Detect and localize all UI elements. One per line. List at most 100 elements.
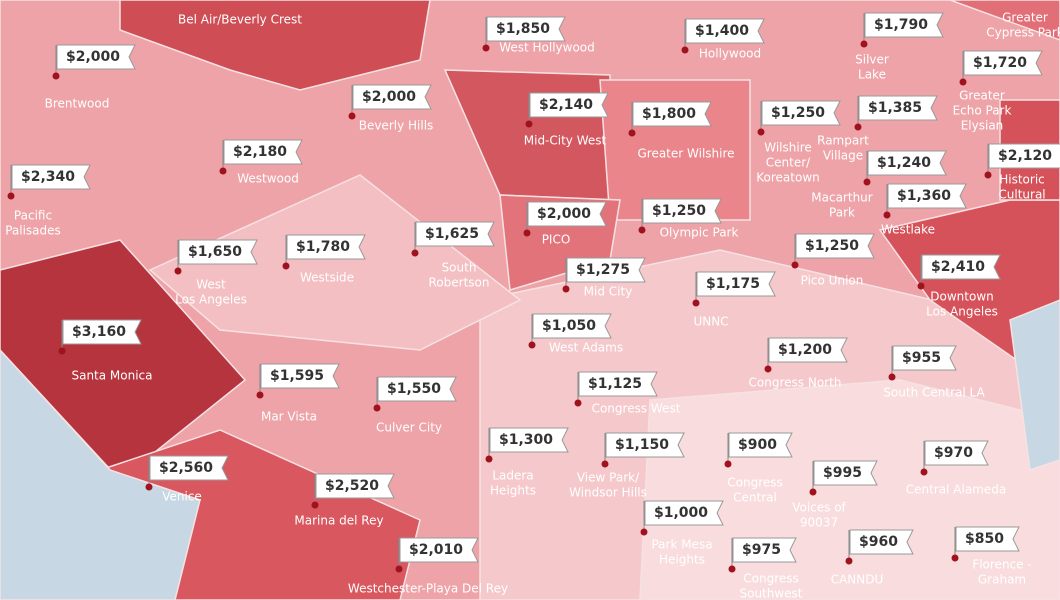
- region-name: Macarthur: [811, 191, 873, 205]
- flag: [955, 526, 1020, 552]
- pin: [282, 262, 290, 270]
- price-label: $1,050: [542, 318, 596, 334]
- region-name: Echo Park: [953, 104, 1012, 118]
- flag: [605, 432, 685, 458]
- price-label: $2,340: [21, 169, 75, 185]
- region-name: Pacific: [14, 209, 52, 223]
- flag: [963, 50, 1043, 76]
- flag: [696, 271, 776, 297]
- flag: [260, 363, 340, 389]
- pin: [640, 528, 648, 536]
- flag: [486, 16, 566, 42]
- region-name: Central Alameda: [906, 483, 1006, 497]
- flag: [178, 239, 258, 265]
- flag: [352, 84, 432, 110]
- flag: [286, 234, 366, 260]
- price-label: $2,180: [233, 144, 287, 160]
- pin: [482, 44, 490, 52]
- flag: [924, 440, 989, 466]
- pin: [883, 211, 891, 219]
- region-name: Marina del Rey: [294, 514, 383, 528]
- region-name: Westside: [300, 271, 354, 285]
- price-label: $1,240: [877, 155, 931, 171]
- flag: [11, 164, 91, 190]
- region-name: Venice: [162, 490, 202, 504]
- price-label: $1,175: [706, 276, 760, 292]
- pin: [485, 455, 493, 463]
- pin: [757, 128, 765, 136]
- price-label: $960: [859, 534, 898, 550]
- pin: [523, 229, 531, 237]
- region-name: Los Angeles: [926, 305, 998, 319]
- pin: [845, 557, 853, 565]
- region-name: Heights: [659, 553, 705, 567]
- price-label: $1,000: [654, 505, 708, 521]
- price-label: $1,650: [188, 244, 242, 260]
- price-label: $1,595: [270, 368, 324, 384]
- region-name: Congress West: [592, 402, 681, 416]
- flag: [849, 529, 914, 555]
- region-name: Graham: [978, 573, 1026, 587]
- region-name: Southwest: [739, 587, 802, 600]
- pin: [638, 226, 646, 234]
- region-name: Westchester-Playa Del Rey: [348, 582, 508, 596]
- price-label: $2,140: [539, 97, 593, 113]
- price-label: $1,790: [874, 17, 928, 33]
- flag: [377, 376, 457, 402]
- flag: [223, 139, 303, 165]
- pin: [395, 565, 403, 573]
- flag: [864, 12, 944, 38]
- flag: [921, 254, 1001, 280]
- flag: [685, 18, 765, 44]
- flag: [578, 371, 658, 397]
- region-name: Historic: [999, 173, 1045, 187]
- flag: [867, 150, 947, 176]
- region-name: Bel Air/Beverly Crest: [178, 13, 302, 27]
- region-name: Downtown: [930, 290, 993, 304]
- region-name: West: [196, 278, 226, 292]
- region-name: Voices of: [792, 501, 846, 515]
- price-label: $850: [965, 531, 1004, 547]
- price-label: $2,000: [66, 49, 120, 65]
- region-name: West Adams: [549, 341, 623, 355]
- region-name: Center/: [766, 156, 811, 170]
- flag: [399, 537, 479, 563]
- flag: [642, 198, 722, 224]
- pin: [681, 46, 689, 54]
- flag: [644, 500, 724, 526]
- region-name: Congress: [727, 476, 783, 490]
- price-label: $1,250: [771, 105, 825, 121]
- pin: [809, 488, 817, 496]
- region-name: Olympic Park: [660, 226, 739, 240]
- price-label: $2,010: [409, 542, 463, 558]
- pin: [574, 399, 582, 407]
- price-label: $1,275: [576, 262, 630, 278]
- region-name: Lake: [858, 68, 886, 82]
- pin: [311, 501, 319, 509]
- pin: [601, 460, 609, 468]
- flag: [813, 460, 878, 486]
- price-label: $1,625: [425, 226, 479, 242]
- flag: [489, 427, 569, 453]
- region-name: Koreatown: [756, 171, 820, 185]
- flag: [795, 233, 875, 259]
- pin: [219, 167, 227, 175]
- region-name: Greater Wilshire: [637, 147, 734, 161]
- region-name: Congress North: [749, 376, 842, 390]
- region-name: Greater: [959, 89, 1005, 103]
- pin: [525, 120, 533, 128]
- region-name: Central: [733, 491, 777, 505]
- region-name: Congress: [743, 572, 799, 586]
- region-name: Village: [823, 149, 863, 163]
- price-label: $900: [738, 437, 777, 453]
- price-label: $2,410: [931, 259, 985, 275]
- price-label: $970: [934, 445, 973, 461]
- region-name: Elysian: [961, 119, 1004, 133]
- price-label: $995: [823, 465, 862, 481]
- pin: [951, 554, 959, 562]
- region-name: Park: [829, 206, 855, 220]
- region-name: Windsor Hills: [569, 486, 647, 500]
- region-name: Greater: [1002, 11, 1048, 25]
